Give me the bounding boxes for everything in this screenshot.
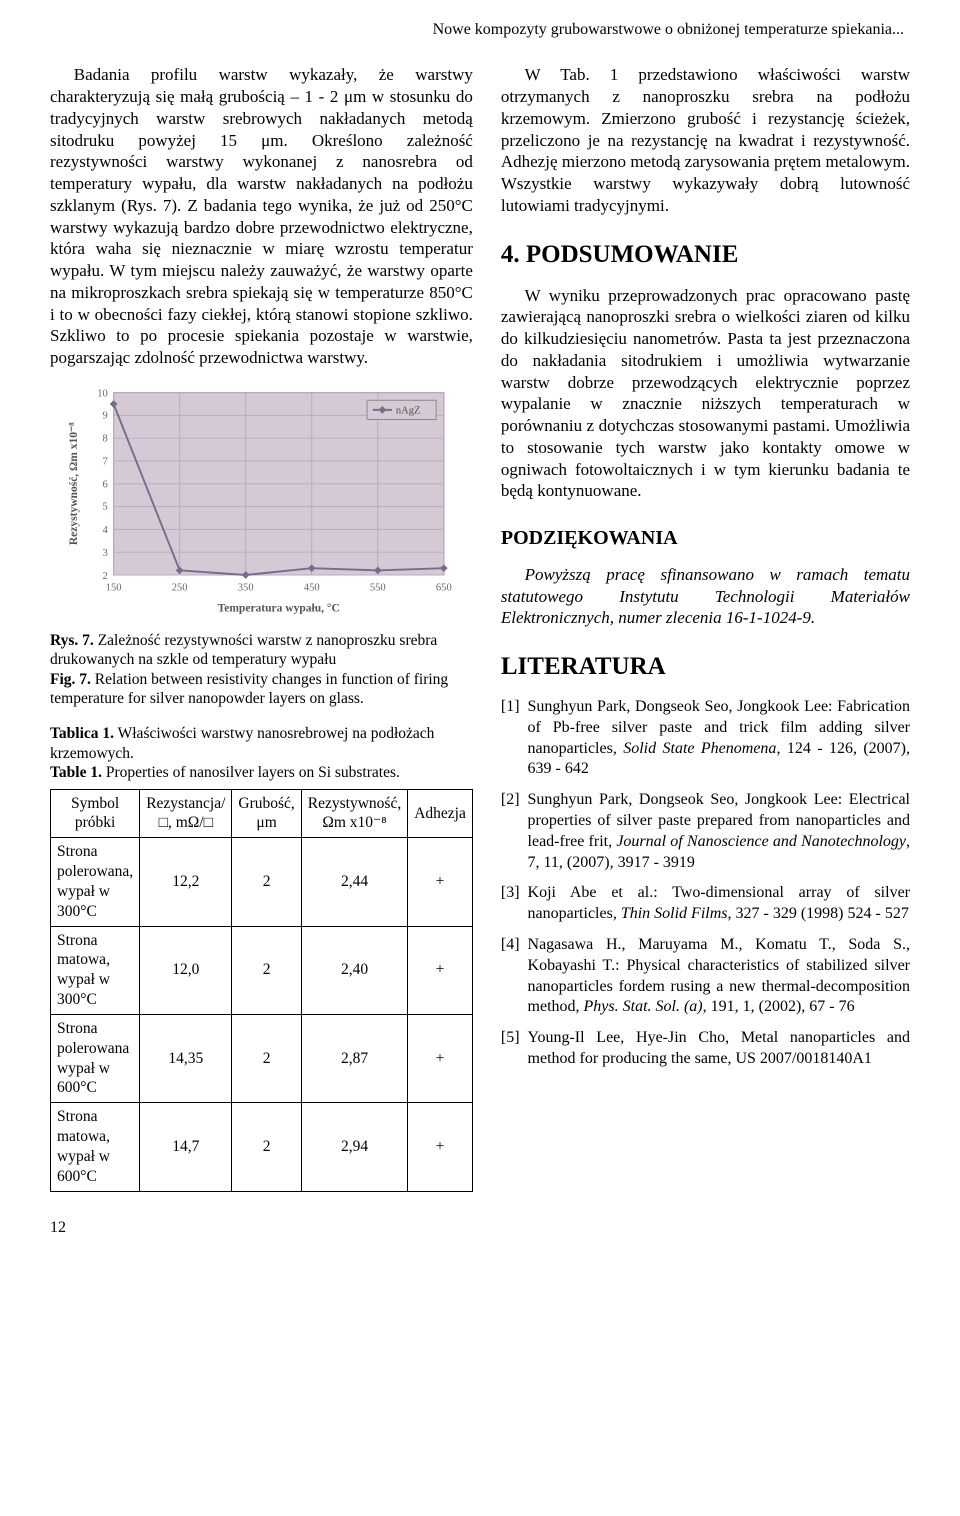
- ack-text: Powyższą pracę sfinansowano w ramach tem…: [501, 564, 910, 629]
- tab-label-pl: Tablica 1.: [50, 725, 114, 742]
- svg-text:5: 5: [103, 502, 108, 513]
- ref-num: [1]: [501, 697, 520, 780]
- td: +: [408, 1014, 473, 1102]
- ref-text: Sunghyun Park, Dongseok Seo, Jongkook Le…: [528, 697, 910, 780]
- td: Strona polerowana wypał w 600°C: [51, 1014, 140, 1102]
- svg-text:6: 6: [103, 480, 108, 491]
- ref-text: Nagasawa H., Maruyama M., Komatu T., Sod…: [528, 935, 910, 1018]
- td: Strona matowa, wypał w 600°C: [51, 1103, 140, 1191]
- th-adhesion: Adhezja: [408, 789, 473, 838]
- ref-num: [2]: [501, 790, 520, 873]
- svg-text:Temperatura wypału, °C: Temperatura wypału, °C: [218, 602, 340, 614]
- td: Strona polerowana, wypał w 300°C: [51, 838, 140, 926]
- td: Strona matowa, wypał w 300°C: [51, 926, 140, 1014]
- ref-num: [5]: [501, 1028, 520, 1070]
- references-list: [1] Sunghyun Park, Dongseok Seo, Jongkook…: [501, 697, 910, 1070]
- td: 2: [232, 1014, 301, 1102]
- table-row: Strona polerowana, wypał w 300°C 12,2 2 …: [51, 838, 473, 926]
- ref-text: Koji Abe et al.: Two-dimensional array o…: [528, 883, 910, 925]
- table-row: Strona polerowana wypał w 600°C 14,35 2 …: [51, 1014, 473, 1102]
- right-paragraph-2: W wyniku przeprowadzonych prac opracowan…: [501, 285, 910, 503]
- th-resistance: Rezystancja/□, mΩ/□: [140, 789, 232, 838]
- svg-text:3: 3: [103, 548, 108, 559]
- section-heading-podsumowanie: 4. PODSUMOWANIE: [501, 239, 910, 271]
- td: +: [408, 838, 473, 926]
- reference-item: [3] Koji Abe et al.: Two-dimensional arra…: [501, 883, 910, 925]
- td: 2,40: [301, 926, 407, 1014]
- page-number: 12: [50, 1218, 910, 1238]
- running-header: Nowe kompozyty grubowarstwowe o obniżone…: [50, 20, 910, 40]
- svg-text:250: 250: [172, 582, 188, 593]
- section-heading-literature: LITERATURA: [501, 651, 910, 683]
- figure-7: 2 3 4 5 6 7 8 9 10 150 250 350 450 550: [50, 383, 473, 623]
- table-1: Symbol próbki Rezystancja/□, mΩ/□ Gruboś…: [50, 789, 473, 1192]
- reference-item: [2] Sunghyun Park, Dongseok Seo, Jongkook…: [501, 790, 910, 873]
- ref-num: [4]: [501, 935, 520, 1018]
- svg-text:150: 150: [106, 582, 122, 593]
- svg-text:9: 9: [103, 410, 108, 421]
- td: +: [408, 1103, 473, 1191]
- svg-text:10: 10: [97, 388, 108, 399]
- svg-text:7: 7: [103, 457, 108, 468]
- left-paragraph-1: Badania profilu warstw wykazały, że wars…: [50, 64, 473, 369]
- reference-item: [5] Young-Il Lee, Hye-Jin Cho, Metal nano…: [501, 1028, 910, 1070]
- fig-label-pl: Rys. 7.: [50, 632, 94, 649]
- th-resistivity: Rezystywność, Ωm x10⁻⁸: [301, 789, 407, 838]
- td: 14,7: [140, 1103, 232, 1191]
- svg-text:8: 8: [103, 434, 108, 445]
- fig-text-en: Relation between resistivity changes in …: [50, 671, 448, 707]
- td: 14,35: [140, 1014, 232, 1102]
- ref-text: Sunghyun Park, Dongseok Seo, Jongkook Le…: [528, 790, 910, 873]
- tab-label-en: Table 1.: [50, 764, 102, 781]
- right-column: W Tab. 1 przedstawiono właściwości warst…: [501, 64, 910, 1191]
- table-1-caption: Tablica 1. Właściwości warstwy nanosrebr…: [50, 724, 473, 782]
- td: 12,0: [140, 926, 232, 1014]
- fig-text-pl: Zależność rezystywności warstw z nanopro…: [50, 632, 437, 668]
- chart-svg: 2 3 4 5 6 7 8 9 10 150 250 350 450 550: [50, 383, 473, 623]
- fig-label-en: Fig. 7.: [50, 671, 91, 688]
- td: 2: [232, 926, 301, 1014]
- td: +: [408, 926, 473, 1014]
- svg-text:550: 550: [370, 582, 386, 593]
- svg-text:450: 450: [304, 582, 320, 593]
- td: 2,44: [301, 838, 407, 926]
- left-column: Badania profilu warstw wykazały, że wars…: [50, 64, 473, 1191]
- two-column-layout: Badania profilu warstw wykazały, że wars…: [50, 64, 910, 1191]
- svg-text:2: 2: [103, 571, 108, 582]
- td: 2,87: [301, 1014, 407, 1102]
- th-sample: Symbol próbki: [51, 789, 140, 838]
- table-row: Strona matowa, wypał w 600°C 14,7 2 2,94…: [51, 1103, 473, 1191]
- svg-text:Rezystywność, Ωm x10⁻⁸: Rezystywność, Ωm x10⁻⁸: [68, 422, 80, 545]
- td: 12,2: [140, 838, 232, 926]
- svg-text:nAgZ: nAgZ: [396, 406, 421, 417]
- svg-text:650: 650: [436, 582, 452, 593]
- section-heading-ack: PODZIĘKOWANIA: [501, 526, 910, 552]
- table-header-row: Symbol próbki Rezystancja/□, mΩ/□ Gruboś…: [51, 789, 473, 838]
- td: 2: [232, 1103, 301, 1191]
- figure-7-caption: Rys. 7. Zależność rezystywności warstw z…: [50, 631, 473, 709]
- ref-text: Young-Il Lee, Hye-Jin Cho, Metal nanopar…: [528, 1028, 910, 1070]
- right-paragraph-1: W Tab. 1 przedstawiono właściwości warst…: [501, 64, 910, 216]
- svg-text:4: 4: [103, 525, 109, 536]
- ref-num: [3]: [501, 883, 520, 925]
- tab-text-en: Properties of nanosilver layers on Si su…: [102, 764, 400, 781]
- svg-text:350: 350: [238, 582, 254, 593]
- reference-item: [4] Nagasawa H., Maruyama M., Komatu T., …: [501, 935, 910, 1018]
- td: 2,94: [301, 1103, 407, 1191]
- td: 2: [232, 838, 301, 926]
- th-thickness: Grubość, μm: [232, 789, 301, 838]
- table-row: Strona matowa, wypał w 300°C 12,0 2 2,40…: [51, 926, 473, 1014]
- table-body: Strona polerowana, wypał w 300°C 12,2 2 …: [51, 838, 473, 1191]
- reference-item: [1] Sunghyun Park, Dongseok Seo, Jongkook…: [501, 697, 910, 780]
